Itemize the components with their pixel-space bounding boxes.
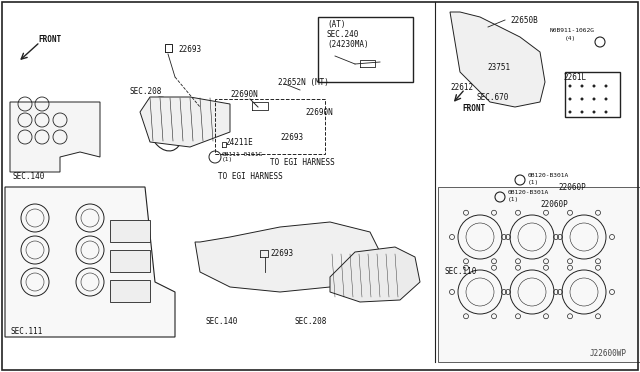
Text: 22612: 22612 (450, 83, 473, 92)
Circle shape (580, 84, 584, 87)
Text: 0B111-0161G
(1): 0B111-0161G (1) (222, 152, 263, 163)
Text: TO EGI HARNESS: TO EGI HARNESS (218, 171, 283, 180)
Text: FRONT: FRONT (38, 35, 61, 44)
Bar (110, 220, 150, 242)
Text: SEC.140: SEC.140 (12, 171, 44, 180)
Text: (4): (4) (565, 35, 576, 41)
Bar (565, 72, 620, 117)
Circle shape (568, 97, 572, 100)
Text: SEC.111: SEC.111 (10, 327, 42, 337)
Text: N0B911-1062G: N0B911-1062G (550, 28, 595, 32)
Text: 0B120-B301A: 0B120-B301A (508, 189, 549, 195)
Text: (AT): (AT) (327, 19, 346, 29)
Text: 2261L: 2261L (563, 73, 586, 81)
Circle shape (605, 84, 607, 87)
Text: SEC.670: SEC.670 (477, 93, 509, 102)
Text: TO EGI HARNESS: TO EGI HARNESS (270, 157, 335, 167)
Text: SEC.208: SEC.208 (295, 317, 328, 327)
Circle shape (593, 110, 595, 113)
Polygon shape (10, 102, 100, 172)
Polygon shape (5, 187, 175, 337)
Circle shape (593, 97, 595, 100)
Text: J22600WP: J22600WP (590, 350, 627, 359)
Polygon shape (140, 97, 230, 147)
Text: SEC.240: SEC.240 (327, 29, 360, 38)
Bar (215, 99, 325, 154)
Bar (318, 17, 413, 82)
Bar (110, 280, 150, 302)
Text: 22693: 22693 (280, 132, 303, 141)
Text: SEC.208: SEC.208 (130, 87, 163, 96)
Text: (24230MA): (24230MA) (327, 39, 369, 48)
Circle shape (605, 110, 607, 113)
Text: SEC.110: SEC.110 (445, 267, 477, 276)
Text: 22060P: 22060P (558, 183, 586, 192)
Circle shape (580, 97, 584, 100)
Circle shape (580, 110, 584, 113)
Text: FRONT: FRONT (462, 103, 485, 112)
Text: 0B120-B301A: 0B120-B301A (528, 173, 569, 177)
Circle shape (568, 84, 572, 87)
Polygon shape (438, 187, 640, 362)
Text: 24211E: 24211E (225, 138, 253, 147)
Text: 22060P: 22060P (540, 199, 568, 208)
Polygon shape (450, 12, 545, 107)
Text: 22693: 22693 (178, 45, 201, 54)
Text: SEC.140: SEC.140 (205, 317, 237, 327)
Text: 22690N: 22690N (230, 90, 258, 99)
Bar (110, 250, 150, 272)
Text: 22650B: 22650B (510, 16, 538, 25)
Text: 22690N: 22690N (305, 108, 333, 116)
Polygon shape (330, 247, 420, 302)
Circle shape (593, 84, 595, 87)
Circle shape (485, 24, 491, 30)
Text: (1): (1) (508, 196, 519, 202)
Text: (1): (1) (528, 180, 540, 185)
Text: 23751: 23751 (487, 62, 510, 71)
Circle shape (568, 110, 572, 113)
Text: 22652N (MT): 22652N (MT) (278, 77, 329, 87)
Text: 22693: 22693 (270, 250, 293, 259)
Circle shape (605, 97, 607, 100)
Polygon shape (195, 222, 380, 292)
